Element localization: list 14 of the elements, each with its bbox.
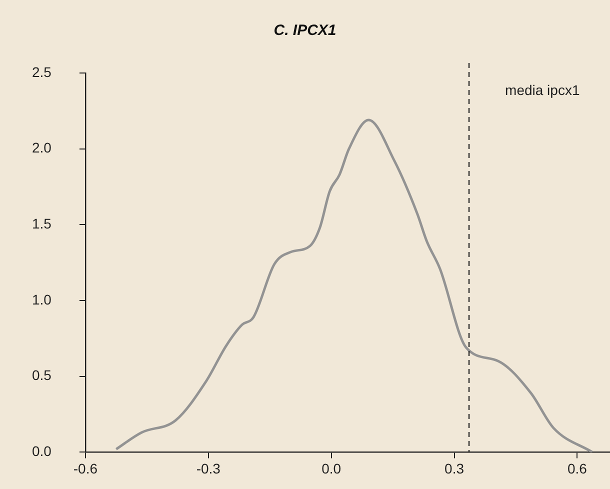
y-tick-label: 2.0 [32,140,52,156]
chart-title: C. IPCX1 [272,22,338,39]
y-tick-label: 1.0 [32,291,52,308]
x-tick-label: -0.6 [73,460,98,476]
y-tick-label: 1.5 [32,216,52,232]
y-tick-label: 0.0 [32,443,52,460]
x-tick-label: 0.0 [322,460,342,476]
line-series [114,118,594,452]
x-tick-label: 0.3 [444,460,464,476]
x-tick-label: -0.3 [196,460,221,476]
y-tick-label: 2.5 [32,64,52,80]
ref-line-label: media ipcx1 [505,82,580,98]
x-tick-label: 0.6 [567,460,588,476]
y-tick-label: 0.5 [32,367,52,384]
